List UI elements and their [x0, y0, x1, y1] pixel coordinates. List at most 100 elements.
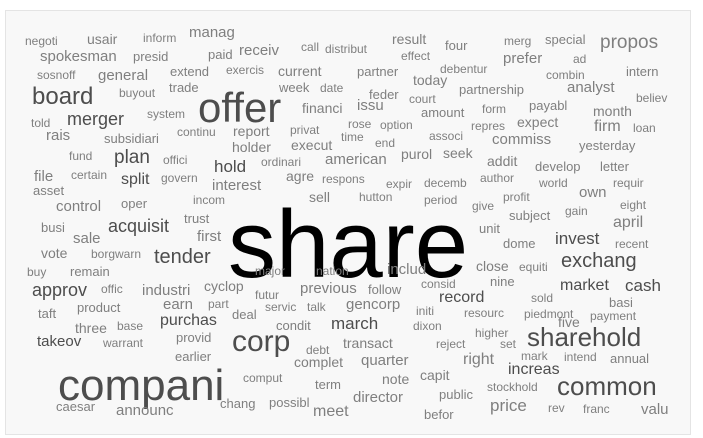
- word-sharehold: sharehold: [527, 322, 642, 352]
- word-cash: cash: [625, 276, 661, 295]
- word-tender: tender: [154, 246, 211, 268]
- word-equiti: equiti: [519, 260, 548, 274]
- word-comput: comput: [243, 371, 283, 385]
- word-develop: develop: [535, 159, 581, 174]
- word-common: common: [557, 371, 657, 401]
- word-compani: compani: [58, 361, 225, 410]
- word-interest: interest: [212, 177, 262, 194]
- word-gencorp: gencorp: [346, 296, 401, 313]
- word-payabl: payabl: [529, 98, 568, 113]
- word-ordinari: ordinari: [261, 155, 302, 169]
- word-busi: busi: [41, 220, 65, 235]
- word-trust: trust: [184, 211, 210, 226]
- word-combin: combin: [546, 68, 585, 82]
- word-set: set: [500, 337, 517, 351]
- word-buy: buy: [27, 265, 47, 279]
- word-option: option: [380, 118, 413, 132]
- word-general: general: [98, 67, 149, 84]
- word-dome: dome: [503, 236, 536, 251]
- word-expect: expect: [517, 114, 559, 130]
- word-seek: seek: [443, 145, 473, 161]
- word-term: term: [315, 377, 341, 392]
- word-nine: nine: [490, 274, 515, 289]
- word-deal: deal: [232, 307, 257, 322]
- word-feder: feder: [369, 87, 399, 102]
- word-includ: includ: [387, 261, 427, 278]
- word-letter: letter: [600, 159, 629, 174]
- word-period: period: [424, 193, 458, 207]
- word-purchas: purchas: [160, 312, 217, 329]
- word-annual: annual: [610, 351, 650, 366]
- word-nation: nation: [316, 264, 349, 278]
- word-resourc: resourc: [464, 306, 505, 320]
- word-amount: amount: [421, 105, 465, 120]
- word-higher: higher: [475, 326, 509, 340]
- word-told: told: [31, 116, 51, 130]
- word-repres: repres: [471, 119, 506, 133]
- word-usair: usair: [87, 31, 118, 47]
- word-cloud: share compani offer corp common sharehold boar…: [5, 10, 691, 435]
- word-befor: befor: [424, 407, 454, 422]
- word-board: board: [32, 83, 94, 110]
- word-condit: condit: [276, 318, 311, 333]
- word-piedmont: piedmont: [524, 307, 574, 321]
- word-price: price: [490, 396, 527, 415]
- word-agre: agre: [286, 168, 315, 184]
- word-form: form: [482, 102, 506, 116]
- word-believ: believ: [636, 91, 668, 105]
- word-author: author: [480, 171, 515, 185]
- word-partnership: partnership: [459, 82, 525, 97]
- word-first: first: [197, 228, 222, 245]
- word-meet: meet: [313, 403, 349, 420]
- word-privat: privat: [290, 123, 320, 137]
- word-loan: loan: [633, 121, 656, 135]
- word-sell: sell: [309, 189, 331, 205]
- word-quarter: quarter: [361, 352, 409, 369]
- word-hutton: hutton: [359, 190, 393, 204]
- word-consid: consid: [421, 277, 456, 291]
- word-provid: provid: [176, 330, 212, 345]
- word-offic: offic: [101, 282, 123, 296]
- word-merger: merger: [67, 109, 125, 129]
- word-warrant: warrant: [103, 336, 144, 350]
- word-intend: intend: [564, 350, 597, 364]
- word-increas: increas: [508, 361, 560, 378]
- word-invest: invest: [555, 229, 600, 248]
- word-major: major: [255, 264, 286, 278]
- word-execut: execut: [291, 137, 333, 153]
- word-own: own: [579, 184, 607, 201]
- word-give: give: [472, 199, 495, 213]
- word-oper: oper: [121, 196, 148, 211]
- word-exchang: exchang: [561, 250, 637, 272]
- word-note: note: [382, 371, 410, 387]
- word-sosnoff: sosnoff: [37, 68, 76, 82]
- word-record: record: [439, 289, 485, 306]
- word-vote: vote: [41, 245, 68, 261]
- word-propos: propos: [600, 32, 659, 53]
- word-partner: partner: [357, 64, 399, 79]
- word-sold: sold: [531, 291, 554, 305]
- word-industri: industri: [142, 282, 191, 299]
- word-exercis: exercis: [226, 63, 265, 77]
- word-three: three: [75, 320, 107, 336]
- word-respons: respons: [322, 172, 365, 186]
- word-right: right: [463, 351, 495, 368]
- word-market: market: [560, 277, 609, 294]
- word-futur: futur: [255, 288, 280, 302]
- word-extend: extend: [170, 64, 210, 79]
- word-subsidiari: subsidiari: [104, 131, 159, 146]
- word-caesar: caesar: [56, 399, 96, 414]
- word-acquisit: acquisit: [108, 216, 170, 236]
- word-remain: remain: [70, 264, 110, 279]
- word-current: current: [278, 63, 322, 79]
- word-american: american: [325, 151, 387, 168]
- word-director: director: [353, 389, 404, 406]
- word-march: march: [331, 314, 379, 333]
- word-chang: chang: [220, 396, 256, 411]
- word-expir: expir: [386, 177, 413, 191]
- word-close: close: [476, 258, 509, 274]
- word-product: product: [77, 300, 121, 315]
- word-earlier: earlier: [175, 349, 212, 364]
- word-possibl: possibl: [269, 395, 310, 410]
- word-taft: taft: [38, 306, 57, 321]
